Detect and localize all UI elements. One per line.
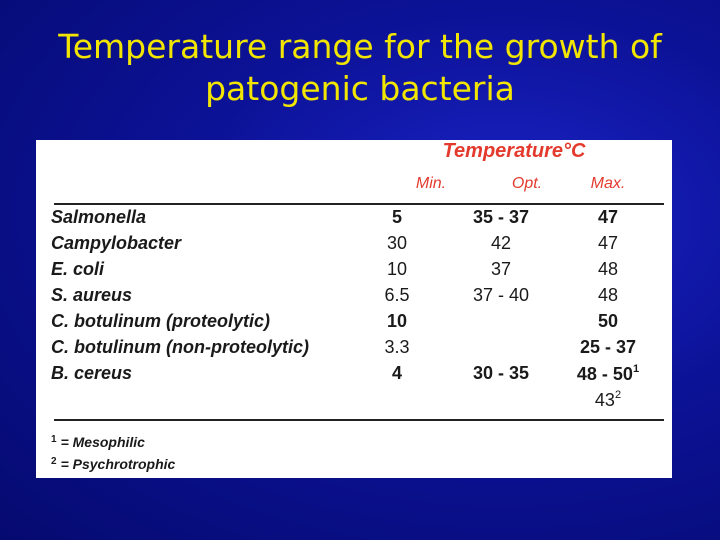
table-row: C. botulinum (non-proteolytic) 3.3 25 - …: [36, 337, 672, 363]
max-value: 25 - 37: [579, 337, 637, 357]
column-header-opt: Opt.: [511, 175, 543, 192]
max-extra-text: 43: [594, 390, 615, 410]
opt-value: 42: [490, 233, 512, 253]
max-value: 50: [597, 311, 619, 331]
title-line-1: Temperature range for the growth of: [58, 27, 662, 66]
footnote-mark: 1: [51, 434, 57, 445]
footnote-2: 2 = Psychrotrophic: [51, 452, 175, 474]
bacterium-name: Salmonella: [51, 207, 147, 227]
min-value: 30: [386, 233, 408, 253]
table-row-continuation: 432: [36, 389, 672, 415]
max-value: 47: [597, 233, 619, 253]
header-rule: [54, 203, 664, 205]
bacterium-name: B. cereus: [51, 363, 133, 383]
footnote-1: 1 = Mesophilic: [51, 430, 175, 452]
slide-title: Temperature range for the growth of pato…: [0, 26, 720, 110]
temperature-header: Temperature°C: [442, 140, 586, 162]
max-value: 48 - 501: [563, 363, 653, 385]
table-row: C. botulinum (proteolytic) 10 50: [36, 311, 672, 337]
bacterium-name: C. botulinum (non-proteolytic): [51, 337, 309, 357]
opt-value: 37: [490, 259, 512, 279]
title-line-2: patogenic bacteria: [205, 69, 515, 108]
opt-value: 30 - 35: [472, 363, 530, 383]
footnote-text: = Psychrotrophic: [60, 456, 176, 472]
footer-rule: [54, 419, 664, 421]
column-header-max: Max.: [590, 175, 626, 192]
opt-value: 37 - 40: [472, 285, 530, 305]
table-row: E. coli 10 37 48: [36, 259, 672, 285]
bacterium-name: E. coli: [51, 259, 105, 279]
min-value: 10: [386, 311, 408, 331]
max-value-text: 48 - 50: [576, 364, 633, 384]
max-value: 48: [597, 259, 619, 279]
column-header-min: Min.: [415, 175, 447, 192]
bacterium-name: C. botulinum (proteolytic): [51, 311, 270, 331]
footnote-mark: 2: [614, 389, 622, 401]
footnote-text: = Mesophilic: [60, 434, 145, 450]
bacteria-temperature-table: Temperature°C Min. Opt. Max. Salmonella …: [36, 140, 672, 478]
min-value: 6.5: [384, 285, 410, 305]
min-value: 4: [391, 363, 402, 383]
min-value: 3.3: [384, 337, 410, 357]
table-row: B. cereus 4 30 - 35 48 - 501: [36, 363, 672, 389]
footnote-mark: 1: [632, 363, 640, 375]
table-row: Salmonella 5 35 - 37 47: [36, 207, 672, 233]
max-value: 48: [597, 285, 619, 305]
max-value: 47: [597, 207, 619, 227]
opt-value: 35 - 37: [472, 207, 530, 227]
min-value: 10: [386, 259, 408, 279]
bacterium-name: S. aureus: [51, 285, 133, 305]
max-extra-value: 432: [563, 389, 653, 411]
table-row: Campylobacter 30 42 47: [36, 233, 672, 259]
table-row: S. aureus 6.5 37 - 40 48: [36, 285, 672, 311]
bacterium-name: Campylobacter: [51, 233, 182, 253]
footnotes: 1 = Mesophilic 2 = Psychrotrophic: [51, 430, 175, 474]
footnote-mark: 2: [51, 456, 57, 467]
min-value: 5: [391, 207, 402, 227]
